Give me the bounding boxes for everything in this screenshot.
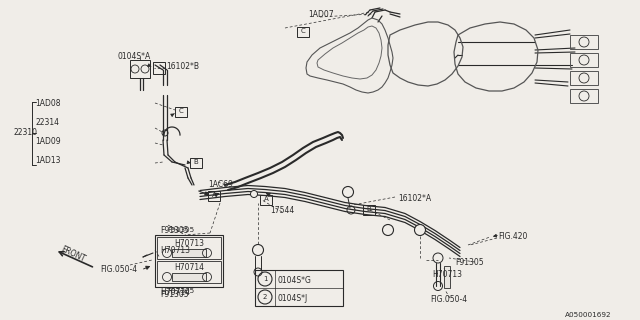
Circle shape [415,225,426,236]
Text: H70713: H70713 [160,246,190,255]
Bar [363,205,375,215]
Bar [153,62,165,74]
Circle shape [253,244,264,255]
Bar [570,35,598,49]
Text: FRONT: FRONT [59,245,86,264]
Bar [157,237,221,259]
Bar [260,195,272,205]
Bar [155,235,223,287]
Text: H70714: H70714 [174,263,204,272]
Text: 0104S*A: 0104S*A [117,52,150,61]
Bar [190,158,202,168]
Text: 1AC69: 1AC69 [208,180,233,189]
Text: A: A [212,192,216,198]
Circle shape [250,190,257,197]
Bar [255,270,343,306]
Circle shape [342,187,353,197]
Text: H70713: H70713 [174,239,204,248]
Text: ②: ② [385,228,391,233]
Text: C: C [179,108,184,114]
Text: A050001692: A050001692 [565,312,612,318]
Text: B: B [194,159,198,165]
Text: 2: 2 [263,294,267,300]
Text: C: C [301,28,305,34]
Bar [297,27,309,37]
Text: FIG.420: FIG.420 [498,232,527,241]
Text: 1AD13: 1AD13 [35,156,61,165]
Text: F91305: F91305 [455,258,484,267]
Text: F91305: F91305 [167,288,195,294]
Text: ②: ② [417,228,423,233]
Text: ①: ① [345,190,351,195]
Text: ②: ② [255,248,261,253]
Text: 0104S*J: 0104S*J [278,294,308,303]
Bar [570,53,598,67]
Text: F91305: F91305 [167,227,195,233]
Text: 16102*B: 16102*B [166,62,199,71]
Text: 17544: 17544 [270,206,294,215]
Text: H70714: H70714 [160,288,190,297]
Text: F91305: F91305 [160,290,189,299]
Text: 1: 1 [263,276,268,282]
Text: 22314: 22314 [35,118,59,127]
Text: FIG.050-4: FIG.050-4 [100,265,137,274]
Text: B: B [367,206,371,212]
Bar [208,191,220,201]
Bar [157,261,221,283]
Bar [175,107,187,117]
Text: FIG.050-4: FIG.050-4 [430,295,467,304]
Bar [444,266,450,288]
Bar [570,89,598,103]
Text: F91305: F91305 [160,226,189,235]
Text: 1AD09: 1AD09 [35,137,61,146]
Text: H70713: H70713 [432,270,462,279]
Bar [130,60,150,78]
Text: 1AD07: 1AD07 [308,10,333,19]
Text: 0104S*G: 0104S*G [278,276,312,285]
Text: 1AD08: 1AD08 [35,99,61,108]
Text: 16102*A: 16102*A [398,194,431,203]
Text: A: A [264,196,268,202]
Bar [570,71,598,85]
Bar [172,249,206,257]
Text: 22310: 22310 [14,128,38,137]
Circle shape [383,225,394,236]
Bar [172,273,206,281]
